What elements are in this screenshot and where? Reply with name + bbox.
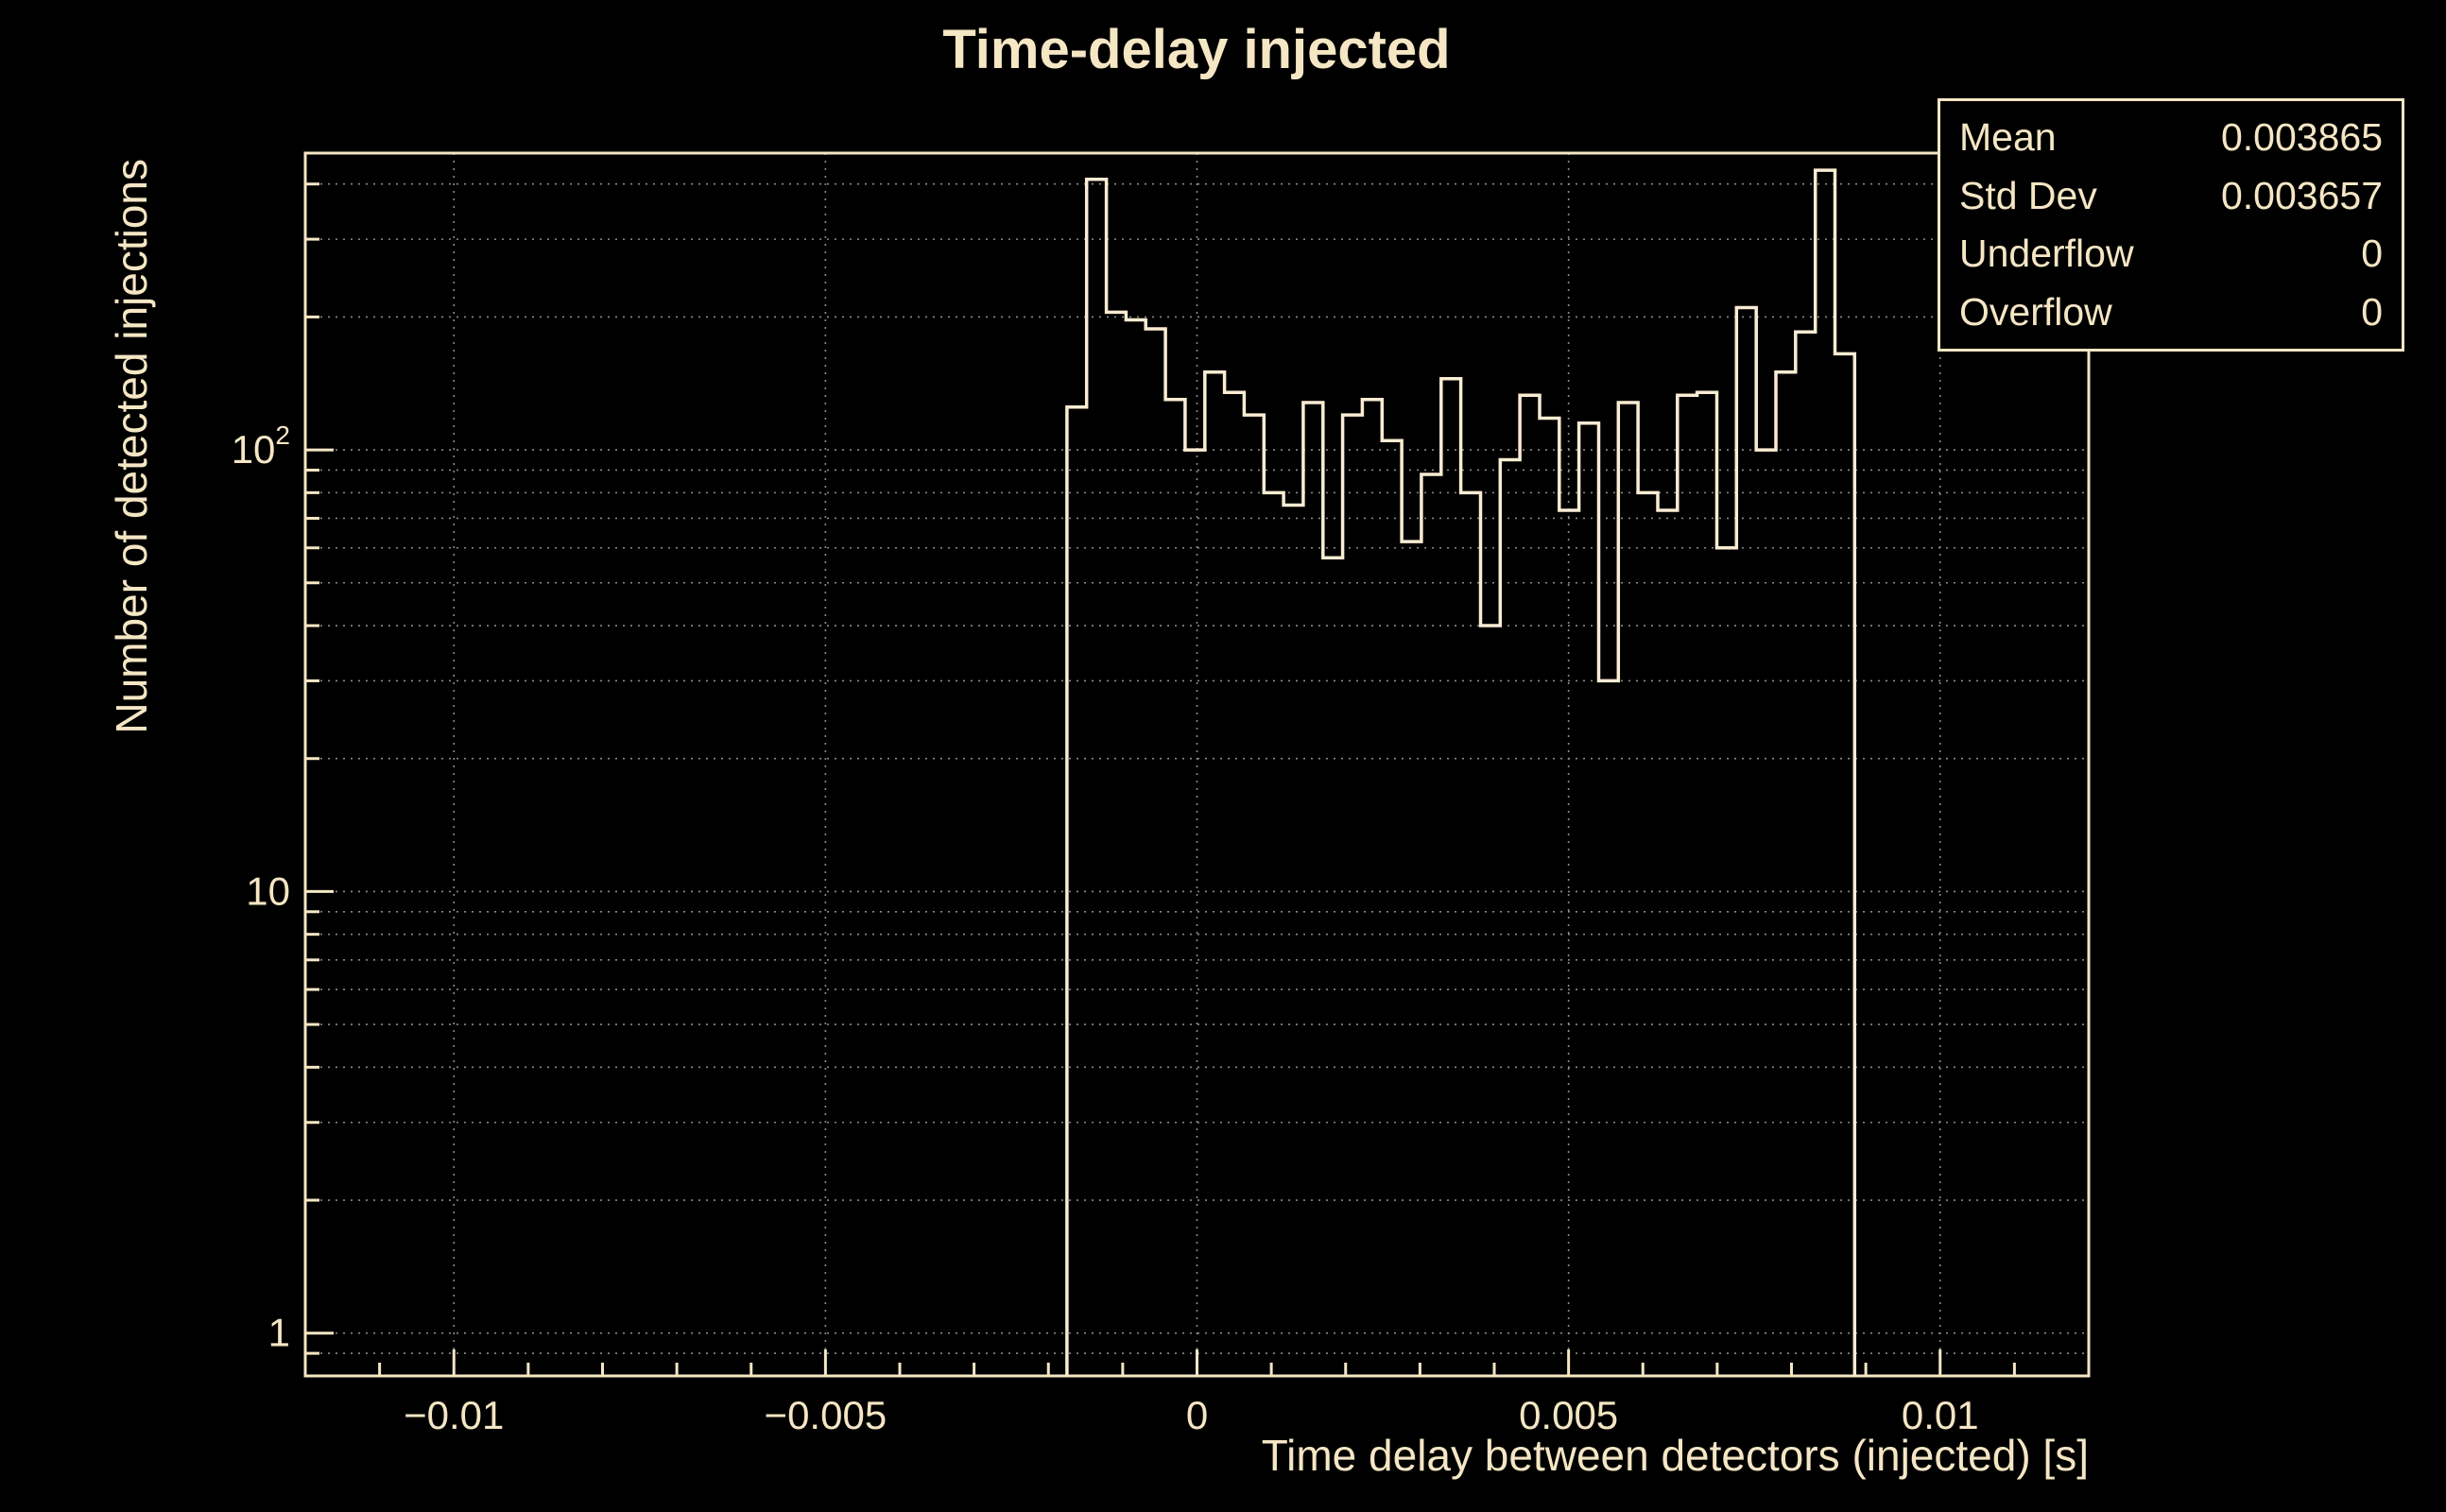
histogram-line [1065,168,1857,1376]
x-tick-label: 0.01 [1902,1393,1979,1437]
axis-ticks [305,182,2016,1378]
stat-label: Std Dev [1959,173,2097,217]
stat-value: 0 [2361,289,2383,334]
stats-row-stddev: Std Dev 0.003657 [1959,173,2383,217]
x-tick-label: −0.005 [765,1393,887,1437]
stat-label: Overflow [1959,289,2112,334]
grid-lines [305,153,2089,1376]
tick-labels: −0.01 −0.005 0 0.005 0.01 1 10 102 [232,421,1979,1437]
y-tick-label: 102 [232,421,290,472]
stat-value: 0.003865 [2220,115,2383,160]
stats-row-overflow: Overflow 0 [1959,289,2383,334]
stat-value: 0.003657 [2220,173,2383,217]
x-tick-label: 0.005 [1519,1393,1618,1437]
stats-box: Mean 0.003865 Std Dev 0.003657 Underflow… [1938,98,2404,352]
stats-row-mean: Mean 0.003865 [1959,116,2383,159]
stat-label: Mean [1959,115,2057,160]
y-axis-title: Number of detected injections [107,159,156,734]
y-tick-label: 1 [268,1311,290,1355]
stat-label: Underflow [1959,232,2134,276]
x-axis-title: Time delay between detectors (injected) … [1262,1431,2089,1480]
y-tick-label: 10 [246,868,290,913]
stat-value: 0 [2361,232,2383,276]
x-tick-label: 0 [1186,1393,1208,1437]
plot-frame [303,151,2091,1378]
x-tick-label: −0.01 [404,1393,504,1437]
chart-title: Time-delay injected [942,19,1450,80]
stats-row-underflow: Underflow 0 [1959,232,2383,275]
